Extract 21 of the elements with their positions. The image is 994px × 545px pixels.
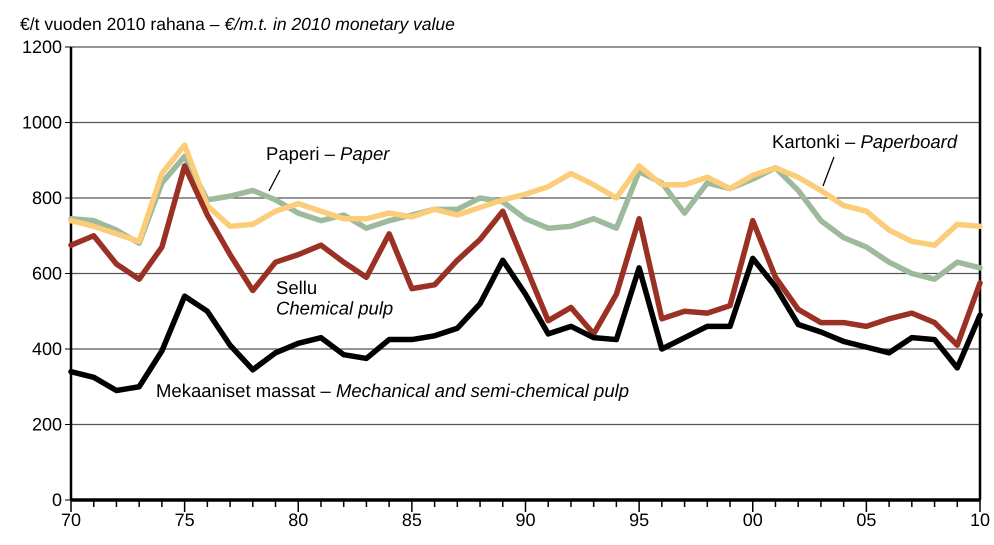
series-label: Kartonki – Paperboard bbox=[772, 131, 958, 152]
x-tick-label: 90 bbox=[515, 510, 536, 530]
series-label: Paperi – Paper bbox=[266, 143, 390, 164]
series-label: Sellu Chemical pulp bbox=[276, 277, 394, 318]
y-tick-label: 1000 bbox=[22, 112, 62, 132]
x-tick-label: 75 bbox=[174, 510, 195, 530]
x-tick-label: 10 bbox=[970, 510, 990, 530]
series-label: Mekaaniset massat – Mechanical and semi-chemical pulp bbox=[156, 380, 630, 401]
y-tick-label: 600 bbox=[32, 263, 62, 284]
x-tick-label: 05 bbox=[856, 510, 876, 530]
y-tick-label: 400 bbox=[32, 338, 62, 359]
x-tick-label: 85 bbox=[402, 510, 422, 530]
y-tick-label: 1200 bbox=[22, 36, 62, 57]
x-tick-label: 80 bbox=[288, 510, 308, 530]
y-axis-title: €/t vuoden 2010 rahana – €/m.t. in 2010 monetary value bbox=[20, 14, 456, 34]
y-tick-label: 200 bbox=[32, 414, 62, 434]
x-tick-label: 00 bbox=[742, 510, 763, 530]
y-tick-label: 0 bbox=[52, 490, 62, 510]
x-tick-label: 70 bbox=[60, 510, 82, 530]
x-tick-label: 95 bbox=[629, 510, 650, 530]
y-tick-label: 800 bbox=[32, 188, 62, 208]
